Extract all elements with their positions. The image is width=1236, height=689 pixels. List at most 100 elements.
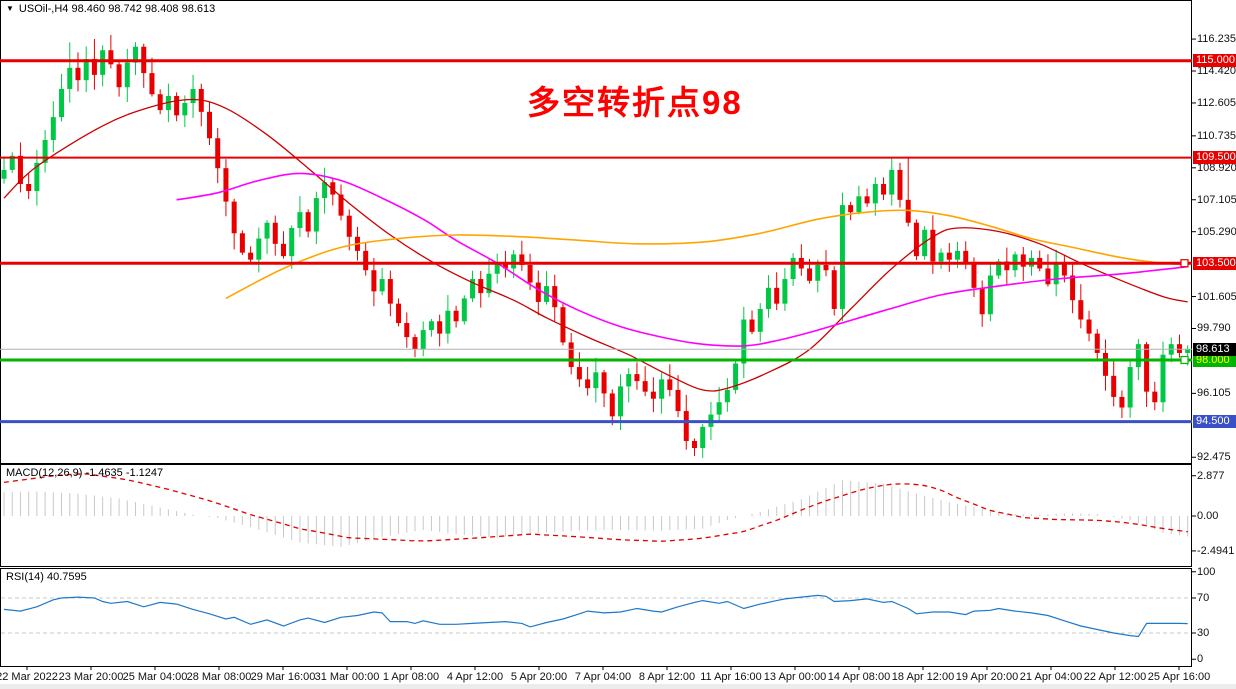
candle-body — [91, 59, 97, 75]
chart-text-annotation[interactable]: 多空转折点98 — [527, 84, 743, 121]
candle-body — [207, 111, 212, 139]
candle-body — [568, 342, 574, 368]
candle-body — [1086, 319, 1092, 334]
candle-body — [272, 222, 278, 244]
candle-body — [67, 67, 73, 89]
candle-body — [59, 88, 65, 118]
candle-body — [691, 440, 697, 448]
candle-body — [1102, 352, 1108, 376]
macd-tick-label: -2.4941 — [1197, 544, 1235, 557]
rsi-tick-label: 100 — [1197, 565, 1216, 578]
date-label: 29 Mar 16:00 — [250, 671, 316, 683]
macd-signal-line — [3, 473, 1188, 542]
date-label: 4 Apr 12:00 — [446, 671, 504, 683]
ma-mid-magenta-line — [176, 172, 1188, 347]
candle-body — [872, 184, 878, 204]
candle-body — [124, 62, 130, 88]
candle-body — [289, 228, 295, 257]
price-tick-label: 96.105 — [1197, 387, 1231, 400]
candle-body — [264, 222, 270, 239]
candle-body — [1004, 261, 1010, 271]
candle-body — [618, 386, 623, 417]
candle-body — [913, 222, 919, 257]
candle-body — [346, 215, 352, 237]
candle-body — [1094, 333, 1100, 353]
price-level-badge: 98.000 — [1193, 353, 1236, 367]
candle-body — [412, 337, 418, 350]
candle-body — [1, 169, 7, 179]
date-label: 14 Apr 08:00 — [827, 671, 891, 683]
price-tick-label: 105.290 — [1197, 225, 1236, 238]
candle-body — [387, 279, 393, 304]
main-panel-frame — [0, 0, 1192, 464]
candle-body — [1176, 344, 1182, 353]
candle-body — [174, 96, 180, 116]
current-price-badge: 98.613 — [1193, 342, 1236, 356]
candle-body — [338, 194, 344, 216]
candle-body — [576, 367, 582, 380]
price-level-badge: 103.500 — [1193, 256, 1236, 270]
ma-slow-orange-line — [225, 209, 1188, 300]
price-level-badge: 94.500 — [1193, 415, 1236, 429]
date-label: 13 Apr 00:00 — [763, 671, 827, 683]
candle-body — [133, 46, 139, 63]
candle-body — [453, 310, 459, 322]
candle-body — [1070, 275, 1076, 301]
rsi-indicator-label: RSI(14) 40.7595 — [6, 571, 87, 583]
candle-body — [1119, 396, 1125, 408]
candle-body — [839, 205, 845, 309]
candle-body — [428, 321, 434, 331]
candle-body — [9, 155, 15, 170]
candle-body — [593, 372, 599, 389]
symbol-period: USOil-,H4 — [18, 3, 69, 15]
candle-body — [1185, 349, 1191, 353]
candle-body — [1078, 300, 1084, 320]
candle-body — [955, 250, 961, 260]
line-handle[interactable] — [1180, 355, 1189, 365]
date-label: 5 Apr 20:00 — [510, 671, 568, 683]
candle-body — [881, 184, 887, 195]
candle-body — [971, 263, 977, 288]
date-label: 22 Apr 12:00 — [1083, 671, 1147, 683]
symbol-dropdown-arrow-icon[interactable]: ▼ — [6, 4, 14, 13]
ma-fast-red-line — [3, 98, 1188, 392]
macd-histogram — [3, 480, 1189, 547]
candle-body — [231, 201, 237, 234]
candle-body — [938, 252, 944, 262]
candle-body — [470, 279, 476, 299]
macd-tick-label: 2.877 — [1197, 469, 1225, 482]
candle-body — [634, 374, 640, 382]
candle-body — [437, 321, 443, 334]
date-label: 22 Mar 2022 — [0, 671, 58, 683]
candle-body — [1152, 391, 1158, 403]
date-label: 25 Mar 04:00 — [122, 671, 188, 683]
candle-body — [379, 279, 385, 292]
candle-body — [297, 212, 303, 228]
bottom-strip — [0, 684, 1236, 689]
candle-body — [1127, 367, 1133, 408]
candle-body — [683, 411, 689, 441]
candle-body — [420, 330, 426, 350]
candle-body — [996, 261, 1002, 276]
price-level-badge: 109.500 — [1193, 151, 1236, 165]
candle-body — [1053, 263, 1059, 285]
candle-body — [313, 198, 319, 232]
candle-body — [322, 182, 328, 199]
candle-body — [404, 323, 410, 338]
candle-body — [519, 254, 525, 265]
candle-body — [724, 389, 730, 403]
candle-body — [1045, 268, 1051, 285]
candle-body — [26, 184, 32, 192]
horizontal-line-103.500[interactable] — [0, 259, 1192, 268]
candle-body — [42, 140, 48, 163]
candle-body — [371, 270, 377, 292]
candle-body — [535, 282, 541, 302]
line-handle[interactable] — [1180, 259, 1189, 268]
candle-body — [864, 196, 870, 204]
chart-title: ▼ USOil-,H4 98.460 98.742 98.408 98.613 — [6, 3, 215, 15]
horizontal-line-98.000[interactable] — [0, 355, 1192, 365]
candle-body — [749, 319, 755, 332]
candle-body — [675, 389, 681, 412]
